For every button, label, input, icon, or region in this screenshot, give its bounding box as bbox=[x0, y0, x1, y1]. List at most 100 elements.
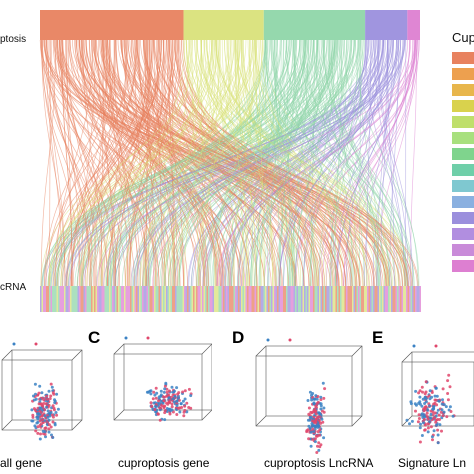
sankey-bottom-node bbox=[139, 286, 141, 312]
sankey-flow bbox=[143, 39, 361, 287]
sankey-bottom-node bbox=[230, 286, 232, 312]
scatter-point bbox=[155, 391, 159, 395]
scatter-point bbox=[47, 418, 51, 422]
sankey-bottom-node bbox=[283, 286, 285, 312]
sankey-flow bbox=[42, 39, 160, 287]
panel-signature-lncrna: E Signature Ln bbox=[372, 320, 474, 474]
scatter-point bbox=[156, 412, 160, 416]
scatter-point bbox=[436, 428, 440, 432]
scatter-point bbox=[444, 405, 448, 409]
sankey-bottom-node bbox=[253, 286, 255, 312]
scatter-point bbox=[183, 404, 187, 408]
scatter-point bbox=[311, 419, 315, 423]
sankey-bottom-node bbox=[314, 286, 316, 312]
sankey-bottom-node bbox=[301, 286, 303, 312]
sankey-bottom-node bbox=[52, 286, 54, 312]
sankey-bottom-node bbox=[65, 286, 67, 312]
sankey-bottom-node bbox=[385, 286, 387, 312]
scatter3d-plot bbox=[1, 342, 83, 441]
sankey-flow bbox=[377, 39, 413, 287]
sankey-bottom-node bbox=[275, 286, 277, 312]
sankey-flow bbox=[184, 39, 215, 287]
legend-swatch bbox=[452, 180, 474, 192]
sankey-bottom-node bbox=[367, 286, 369, 312]
sankey-bottom-node bbox=[121, 286, 123, 312]
scatter-point bbox=[151, 397, 155, 401]
sankey-bottom-node bbox=[142, 286, 144, 312]
scatter-point bbox=[439, 410, 443, 414]
legend-swatch bbox=[452, 132, 474, 144]
scatter-point bbox=[162, 406, 166, 410]
sankey-bottom-node bbox=[179, 286, 181, 312]
sankey-bottom-node bbox=[320, 286, 322, 312]
scatter-point bbox=[419, 422, 422, 426]
scatter-point bbox=[43, 426, 47, 430]
sankey-bottom-node bbox=[229, 286, 231, 312]
sankey-flow bbox=[240, 39, 395, 287]
scatter-point bbox=[172, 400, 176, 404]
sankey-bottom-node bbox=[196, 286, 198, 312]
scatter-point bbox=[440, 416, 444, 420]
scatter-point bbox=[53, 401, 57, 405]
scatter-point bbox=[55, 392, 59, 396]
scatter-point bbox=[32, 394, 35, 398]
sankey-flow bbox=[163, 39, 178, 287]
scatter-point bbox=[181, 390, 185, 394]
sankey-flow bbox=[131, 39, 309, 287]
scatter-point bbox=[313, 397, 317, 401]
sankey-bottom-node bbox=[101, 286, 103, 312]
sankey-bottom-node bbox=[251, 286, 253, 312]
scatter-point bbox=[153, 408, 157, 411]
scatter-point bbox=[172, 389, 176, 393]
scatter-point bbox=[54, 411, 58, 414]
sankey-bottom-node bbox=[328, 286, 330, 312]
sankey-bottom-node bbox=[388, 286, 390, 312]
scatter-point bbox=[314, 412, 318, 416]
sankey-bottom-node bbox=[241, 286, 243, 312]
sankey-bottom-node bbox=[356, 286, 358, 312]
scatter-point bbox=[46, 409, 50, 413]
panel-cuproptosis-lncrna: D cuproptosis LncRNA bbox=[232, 320, 373, 474]
sankey-bottom-node bbox=[259, 286, 261, 312]
scatter-point bbox=[308, 390, 312, 394]
sankey-bottom-node bbox=[341, 286, 343, 312]
sankey-bottom-node bbox=[217, 286, 219, 312]
sankey-flow bbox=[283, 39, 376, 287]
sankey-bottom-node bbox=[238, 286, 240, 312]
scatter-point bbox=[185, 401, 189, 405]
scatter-point bbox=[45, 394, 49, 398]
scatter-point bbox=[158, 418, 162, 422]
scatter-point bbox=[32, 407, 36, 411]
scatter-point bbox=[307, 424, 311, 428]
sankey-bottom-node bbox=[410, 286, 412, 312]
sankey-bottom-node bbox=[292, 286, 294, 312]
scatter-point bbox=[161, 401, 165, 405]
sankey-diagram bbox=[39, 10, 421, 312]
scatter-point bbox=[429, 416, 433, 420]
sankey-bottom-node bbox=[329, 286, 331, 312]
scatter-point bbox=[159, 399, 163, 403]
sankey-flow bbox=[106, 39, 302, 287]
sankey-flow bbox=[146, 39, 336, 287]
sankey-flow bbox=[278, 39, 411, 287]
sankey-flow bbox=[61, 39, 340, 287]
sankey-flow bbox=[318, 39, 362, 287]
scatter-point bbox=[43, 414, 47, 418]
scatter-point bbox=[437, 399, 441, 403]
scatter-point bbox=[423, 428, 427, 432]
sankey-bottom-node bbox=[377, 286, 379, 312]
sankey-bottom-node bbox=[365, 286, 367, 312]
scatter-point bbox=[51, 436, 55, 439]
scatter-point bbox=[451, 414, 455, 418]
sankey-bottom-node bbox=[143, 286, 145, 312]
sankey-bottom-node bbox=[220, 286, 222, 312]
scatter-point bbox=[39, 432, 42, 436]
scatter-point bbox=[47, 423, 51, 427]
sankey-flow bbox=[366, 39, 372, 287]
sankey-bottom-node bbox=[355, 286, 357, 312]
scatter-point bbox=[448, 405, 452, 409]
sankey-flow bbox=[302, 39, 415, 287]
sankey-flow bbox=[216, 39, 416, 287]
scatter-point bbox=[183, 389, 187, 393]
sankey-top-node-2 bbox=[263, 10, 366, 40]
